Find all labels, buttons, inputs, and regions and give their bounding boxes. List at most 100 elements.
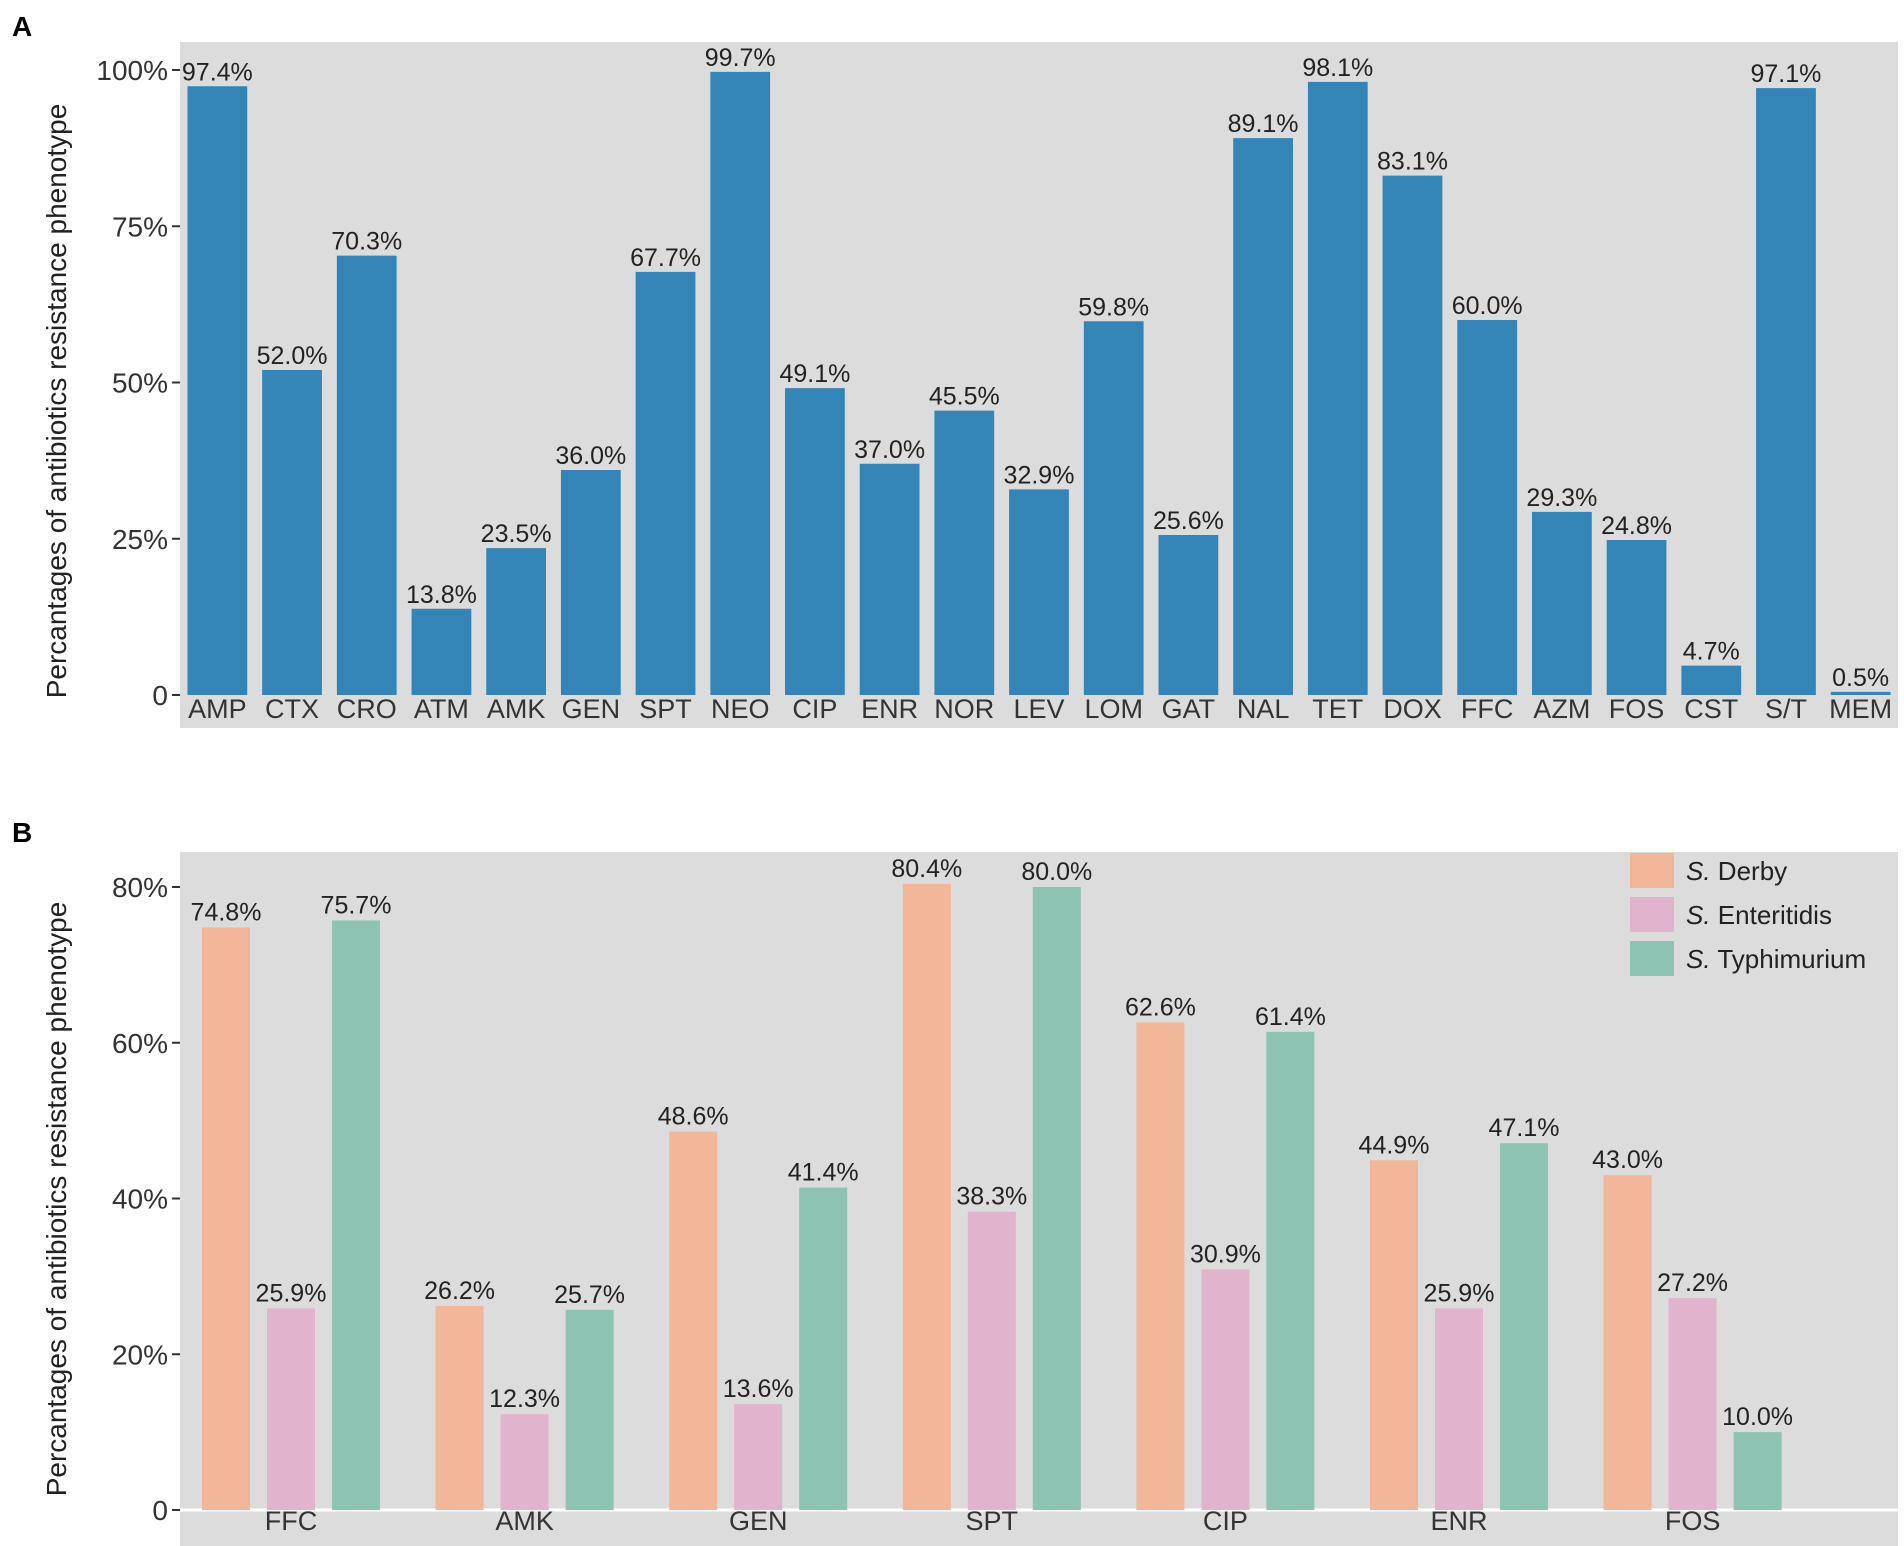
panel-b-bar-gen-typhimurium xyxy=(799,1187,848,1510)
panel-a-x-tick-label: GEN xyxy=(562,694,621,724)
panel-a-bar-fos xyxy=(1606,540,1667,695)
panel-a-bar-atm xyxy=(411,608,472,695)
panel-b-bar-enr-typhimurium xyxy=(1500,1143,1548,1510)
panel-b: B Percantages of antibiotics resistance … xyxy=(12,817,1898,1546)
panel-a-value-label: 24.8% xyxy=(1601,512,1672,540)
panel-a-value-label: 36.0% xyxy=(555,442,626,470)
panel-a-bar-dox xyxy=(1382,175,1443,695)
panel-b-value-label: 25.7% xyxy=(554,1281,625,1309)
panel-b-x-axis: FFC AMK GEN SPT CIP ENR FOS xyxy=(265,1506,1721,1536)
panel-a-y-axis: 0 25% 50% 75% 100% xyxy=(96,55,180,711)
panel-b-y-tick-label: 80% xyxy=(112,872,168,903)
panel-b-value-label: 41.4% xyxy=(788,1159,859,1187)
panel-b-label: B xyxy=(12,817,32,848)
panel-a-bar-ctx xyxy=(262,370,322,695)
panel-a: A Percantages of antibiotics resistance … xyxy=(12,11,1898,728)
panel-a-bar-nor xyxy=(934,410,995,695)
panel-b-x-tick-label: AMK xyxy=(495,1506,554,1536)
panel-a-value-label: 25.6% xyxy=(1153,507,1224,535)
panel-b-x-tick-label: CIP xyxy=(1203,1506,1248,1536)
panel-a-x-tick-label: DOX xyxy=(1383,694,1442,724)
panel-a-bar-amk xyxy=(486,548,547,695)
panel-b-bar-fos-derby xyxy=(1603,1175,1652,1510)
panel-a-bar-ffc xyxy=(1457,320,1518,695)
panel-a-y-tick-label: 25% xyxy=(112,524,168,555)
panel-a-value-label: 32.9% xyxy=(1004,461,1075,489)
panel-b-bar-ffc-derby xyxy=(202,927,250,1510)
legend-label: S. Typhimurium xyxy=(1686,944,1866,974)
panel-b-bar-ffc-typhimurium xyxy=(332,920,380,1510)
panel-a-x-tick-label: NOR xyxy=(934,694,994,724)
legend-swatch xyxy=(1630,853,1674,888)
panel-a-x-tick-label: S/T xyxy=(1765,694,1807,724)
panel-a-bar-cip xyxy=(785,388,845,695)
panel-a-label: A xyxy=(12,11,32,42)
panel-a-x-tick-label: CST xyxy=(1684,694,1738,724)
panel-b-bars xyxy=(202,883,1782,1510)
panel-b-value-label: 12.3% xyxy=(489,1385,560,1413)
panel-b-y-axis-label: Percantages of antibiotics resistance ph… xyxy=(41,902,72,1497)
panel-b-bar-spt-derby xyxy=(902,883,951,1510)
panel-a-value-label: 52.0% xyxy=(257,342,328,370)
panel-a-value-label: 83.1% xyxy=(1377,148,1448,176)
panel-a-y-tick-label: 0 xyxy=(152,680,168,711)
panel-a-value-label: 99.7% xyxy=(705,44,776,72)
panel-a-bar-lom xyxy=(1083,321,1144,695)
panel-b-value-label: 13.6% xyxy=(723,1375,794,1403)
panel-a-bar-gat xyxy=(1158,535,1219,695)
panel-b-value-label: 75.7% xyxy=(321,891,392,919)
panel-a-x-tick-label: NAL xyxy=(1237,694,1290,724)
panel-a-bars xyxy=(187,71,1891,695)
panel-a-x-tick-label: LEV xyxy=(1013,694,1064,724)
panel-a-y-tick-label: 100% xyxy=(96,55,168,86)
panel-b-bar-amk-enteritidis xyxy=(500,1414,549,1510)
panel-a-bar-cro xyxy=(336,255,397,695)
panel-b-value-label: 27.2% xyxy=(1657,1269,1728,1297)
panel-b-bar-cip-enteritidis xyxy=(1201,1269,1250,1510)
panel-b-y-tick-label: 0 xyxy=(152,1495,168,1526)
panel-a-value-label: 97.1% xyxy=(1751,60,1822,88)
panel-a-x-tick-label: FOS xyxy=(1609,694,1665,724)
panel-b-bar-ffc-enteritidis xyxy=(267,1308,315,1510)
panel-a-value-labels: 97.4% 52.0% 70.3% 13.8% 23.5% 36.0% 67.7% 99.7%… xyxy=(182,44,1889,692)
panel-b-value-label: 47.1% xyxy=(1489,1114,1560,1142)
panel-a-x-tick-label: ATM xyxy=(414,694,469,724)
panel-b-value-label: 74.8% xyxy=(191,898,262,926)
panel-a-bar-nal xyxy=(1233,138,1293,695)
panel-b-value-label: 10.0% xyxy=(1722,1403,1793,1431)
panel-a-value-label: 29.3% xyxy=(1526,484,1597,512)
panel-a-x-axis: AMP CTX CRO ATM AMK GEN SPT NEO CIP ENR NOR LEV LOM G… xyxy=(188,694,1892,724)
panel-b-bar-fos-typhimurium xyxy=(1733,1432,1782,1510)
panel-b-y-tick-label: 60% xyxy=(112,1028,168,1059)
panel-b-bar-enr-enteritidis xyxy=(1435,1308,1483,1510)
panel-a-bar-amp xyxy=(187,86,248,695)
panel-a-x-tick-label: CTX xyxy=(265,694,319,724)
panel-b-value-label: 38.3% xyxy=(956,1183,1027,1211)
panel-b-value-label: 25.9% xyxy=(256,1279,327,1307)
legend-label-serovar: Typhimurium xyxy=(1711,944,1867,974)
panel-b-x-tick-label: FFC xyxy=(265,1506,317,1536)
panel-a-value-label: 23.5% xyxy=(481,520,552,548)
legend-label-serovar: Derby xyxy=(1711,856,1788,886)
legend-label-genus: S. xyxy=(1686,944,1711,974)
panel-a-x-tick-label: CRO xyxy=(337,694,397,724)
legend-label-genus: S. xyxy=(1686,900,1711,930)
panel-a-x-tick-label: ENR xyxy=(861,694,918,724)
panel-a-value-label: 98.1% xyxy=(1302,54,1373,82)
panel-b-y-tick-label: 20% xyxy=(112,1339,168,1370)
panel-b-value-label: 80.4% xyxy=(891,855,962,883)
panel-b-value-label: 80.0% xyxy=(1021,858,1092,886)
panel-b-bar-enr-derby xyxy=(1370,1160,1418,1510)
panel-b-bar-amk-derby xyxy=(435,1305,484,1510)
panel-b-x-tick-label: ENR xyxy=(1430,1506,1487,1536)
panel-a-y-tick-label: 75% xyxy=(112,211,168,242)
panel-a-value-label: 0.5% xyxy=(1832,664,1889,692)
legend-label: S. Enteritidis xyxy=(1686,900,1832,930)
panel-a-bar-neo xyxy=(710,71,771,695)
panel-a-x-tick-label: AMP xyxy=(188,694,247,724)
panel-a-value-label: 97.4% xyxy=(182,58,253,86)
panel-a-value-label: 60.0% xyxy=(1452,292,1523,320)
panel-a-bar-s-t xyxy=(1756,88,1816,695)
panel-a-x-tick-label: CIP xyxy=(792,694,837,724)
panel-b-value-label: 30.9% xyxy=(1190,1240,1261,1268)
